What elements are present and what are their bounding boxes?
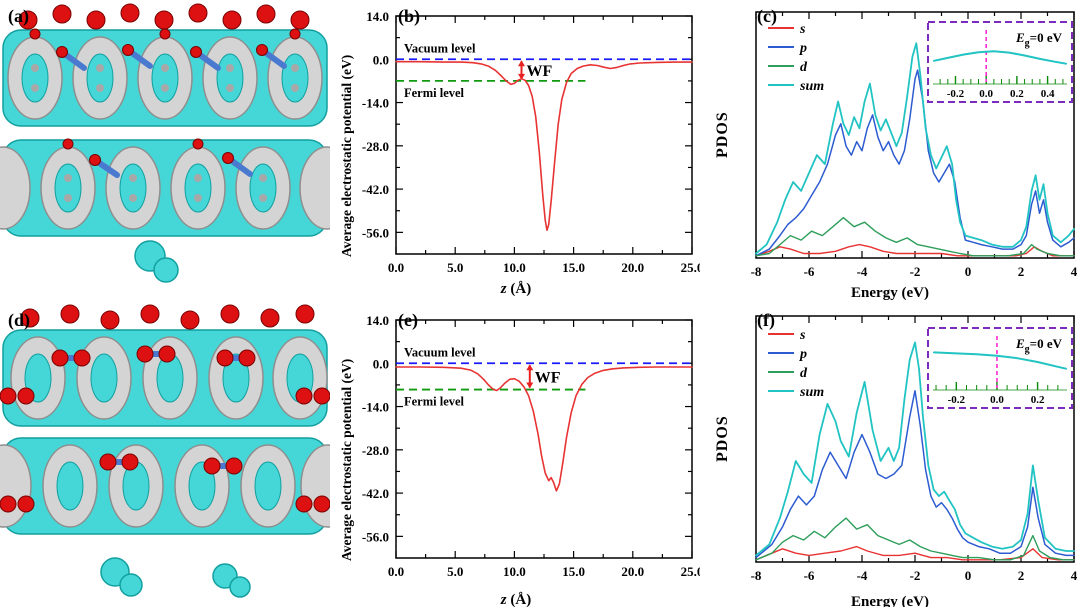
svg-text:Fermi level: Fermi level (404, 86, 465, 100)
svg-text:20.0: 20.0 (621, 564, 644, 579)
panel-label-d: (d) (8, 310, 30, 330)
svg-text:14.0: 14.0 (366, 313, 389, 328)
svg-text:10.0: 10.0 (503, 564, 526, 579)
svg-text:0: 0 (965, 264, 972, 279)
svg-text:14.0: 14.0 (366, 9, 389, 24)
chart-e-electrostatic-potential: 0.0 5.0 10.0 15.0 20.0 25.0 14.0 0.0 -14.0 -28.0 -… (362, 313, 700, 579)
svg-text:d: d (800, 366, 808, 381)
svg-text:-8: -8 (751, 568, 762, 583)
svg-text:4: 4 (1071, 568, 1078, 583)
panel-label-f: (f) (757, 310, 775, 330)
svg-text:-56.0: -56.0 (362, 225, 389, 240)
svg-text:0.0: 0.0 (388, 564, 404, 579)
svg-text:p: p (799, 41, 807, 56)
svg-text:-0.2: -0.2 (947, 88, 965, 100)
svg-text:-6: -6 (804, 568, 815, 583)
svg-text:Fermi level: Fermi level (404, 395, 465, 409)
panel-label-c: (c) (757, 6, 777, 26)
svg-text:-28.0: -28.0 (362, 443, 389, 458)
svg-text:-6: -6 (804, 264, 815, 279)
svg-text:-2: -2 (910, 264, 921, 279)
svg-text:0.0: 0.0 (373, 356, 389, 371)
e-x-axis-label: z (Å) (332, 592, 700, 607)
svg-text:WF: WF (535, 369, 561, 386)
panel-label-a: (a) (8, 6, 29, 26)
svg-text:-14.0: -14.0 (362, 96, 389, 111)
panel-label-e: (e) (398, 310, 418, 330)
svg-text:-8: -8 (751, 264, 762, 279)
svg-text:Vacuum level: Vacuum level (404, 41, 476, 55)
svg-text:WF: WF (527, 63, 553, 80)
svg-text:sum: sum (799, 79, 824, 94)
f-y-axis-label: PDOS (714, 415, 731, 462)
svg-text:0: 0 (965, 568, 972, 583)
f-x-axis-label: Energy (eV) (851, 594, 929, 607)
oxygen-atoms (18, 3, 310, 166)
isolated-molecule-blobs (100, 557, 251, 598)
isolated-molecule-blob (134, 240, 179, 283)
chart-c-pdos: -8 -6 -4 -2 0 2 4 spd sum -0.2 0.0 0.2 0.4 Eg=0 eV (751, 11, 1078, 279)
svg-text:20.0: 20.0 (621, 260, 644, 275)
molecular-structure-d (0, 304, 330, 598)
svg-text:-42.0: -42.0 (362, 182, 389, 197)
svg-text:Eg=0 eV: Eg=0 eV (1015, 30, 1063, 49)
oxygen-atoms (0, 304, 330, 513)
slab-bottom-pores (0, 146, 330, 230)
svg-text:-4: -4 (857, 264, 868, 279)
svg-text:0.0: 0.0 (990, 394, 1004, 406)
svg-text:-0.2: -0.2 (948, 394, 966, 406)
svg-text:-42.0: -42.0 (362, 486, 389, 501)
svg-text:0.2: 0.2 (1010, 88, 1024, 100)
svg-text:0.4: 0.4 (1041, 88, 1055, 100)
svg-text:0.0: 0.0 (388, 260, 404, 275)
b-x-axis-variable: z (500, 281, 507, 297)
svg-text:5.0: 5.0 (447, 564, 463, 579)
svg-text:-2: -2 (910, 568, 921, 583)
b-y-axis-label: Average electrostatic potential (eV) (339, 54, 354, 257)
svg-text:p: p (799, 347, 807, 362)
svg-text:15.0: 15.0 (562, 564, 585, 579)
svg-text:0.2: 0.2 (1031, 394, 1045, 406)
panel-label-b: (b) (398, 6, 420, 26)
svg-text:-14.0: -14.0 (362, 400, 389, 415)
svg-text:-4: -4 (857, 568, 868, 583)
svg-text:2: 2 (1018, 264, 1025, 279)
svg-text:d: d (800, 60, 808, 75)
svg-text:Eg=0 eV: Eg=0 eV (1015, 336, 1063, 355)
svg-text:25.0: 25.0 (681, 260, 700, 275)
e-y-axis-label: Average electrostatic potential (eV) (339, 358, 354, 561)
chart-f-pdos: -8 -6 -4 -2 0 2 4 spd sum -0.2 0.0 0.2 Eg=0 eV (751, 315, 1078, 583)
svg-text:sum: sum (799, 385, 824, 400)
e-x-axis-unit: (Å) (506, 592, 532, 607)
c-x-axis-label: Energy (eV) (851, 285, 929, 301)
svg-text:Vacuum level: Vacuum level (404, 345, 476, 359)
svg-text:5.0: 5.0 (447, 260, 463, 275)
svg-text:4: 4 (1071, 264, 1078, 279)
molecular-structure-a (0, 3, 330, 283)
slab-top-pores (7, 36, 323, 120)
svg-text:0.0: 0.0 (373, 52, 389, 67)
b-x-axis-label: z (Å) (332, 281, 700, 298)
b-x-axis-unit: (Å) (506, 281, 532, 297)
svg-text:-56.0: -56.0 (362, 529, 389, 544)
svg-text:15.0: 15.0 (562, 260, 585, 275)
svg-text:s: s (799, 328, 806, 343)
svg-text:2: 2 (1018, 568, 1025, 583)
c-y-axis-label: PDOS (714, 111, 731, 158)
svg-text:25.0: 25.0 (681, 564, 700, 579)
svg-text:s: s (799, 22, 806, 37)
chart-b-electrostatic-potential: 0.0 5.0 10.0 15.0 20.0 25.0 14.0 0.0 -14.0 -28.0 -… (362, 9, 700, 275)
svg-text:0.0: 0.0 (979, 88, 993, 100)
e-x-axis-variable: z (500, 592, 507, 607)
svg-text:10.0: 10.0 (503, 260, 526, 275)
svg-text:-28.0: -28.0 (362, 139, 389, 154)
